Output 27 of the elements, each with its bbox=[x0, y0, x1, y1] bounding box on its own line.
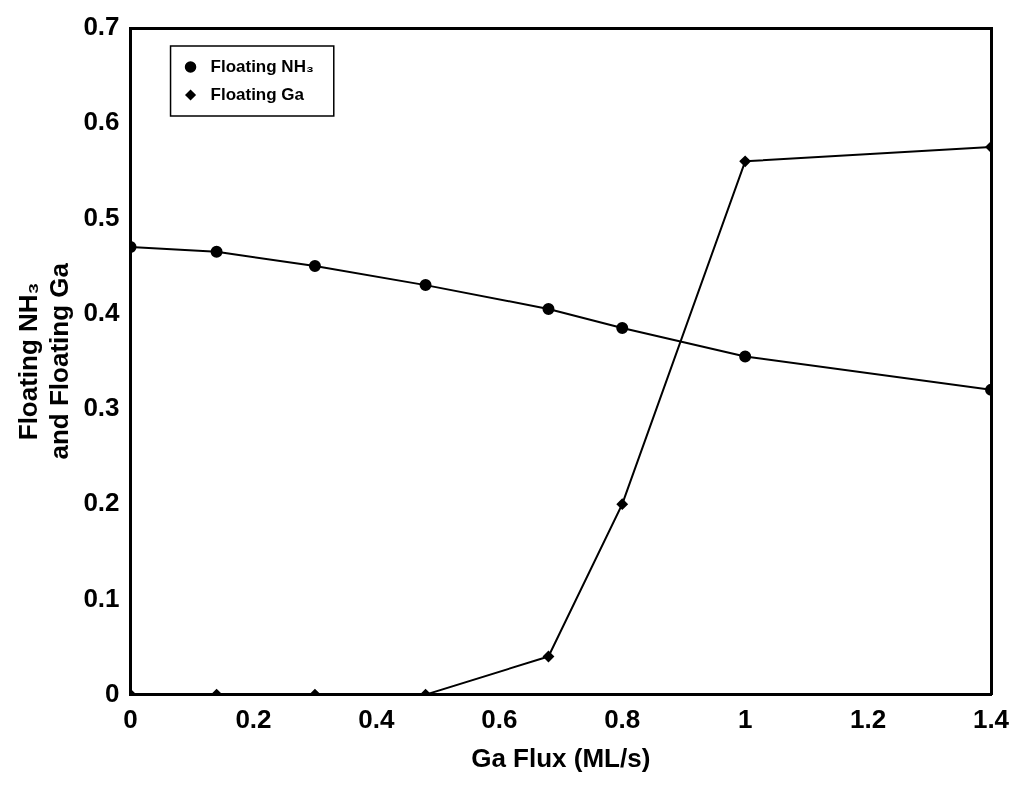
point bbox=[210, 245, 223, 258]
x-tick-label: 0.8 bbox=[604, 704, 641, 735]
y-axis-title: Floating NH₃ and Floating Ga bbox=[12, 262, 74, 460]
legend-label: Floating NH₃ bbox=[210, 56, 314, 76]
y-tick-label: 0.3 bbox=[83, 392, 120, 423]
x-tick-label: 0.6 bbox=[481, 704, 518, 735]
x-tick-label: 0.4 bbox=[358, 704, 395, 735]
y-tick-label: 0.1 bbox=[83, 582, 120, 613]
x-axis-title: Ga Flux (ML/s) bbox=[471, 742, 651, 773]
x-tick-label: 1.4 bbox=[972, 704, 1010, 735]
point bbox=[542, 302, 555, 315]
y-tick-label: 0.7 bbox=[83, 11, 120, 42]
point bbox=[616, 321, 629, 334]
point bbox=[308, 260, 321, 273]
point bbox=[419, 279, 432, 292]
point bbox=[739, 350, 752, 363]
point bbox=[739, 155, 751, 167]
point bbox=[616, 498, 628, 510]
y-tick-label: 0 bbox=[105, 677, 120, 708]
y-tick-label: 0.4 bbox=[83, 296, 121, 327]
x-tick-label: 0.2 bbox=[235, 704, 272, 735]
y-tick-label: 0.5 bbox=[83, 201, 120, 232]
x-tick-label: 1.2 bbox=[850, 704, 887, 735]
y-tick-label: 0.6 bbox=[83, 106, 120, 137]
x-tick-label: 1 bbox=[737, 704, 753, 735]
y-tick-label: 0.2 bbox=[83, 487, 120, 518]
legend-label: Floating Ga bbox=[210, 84, 305, 104]
